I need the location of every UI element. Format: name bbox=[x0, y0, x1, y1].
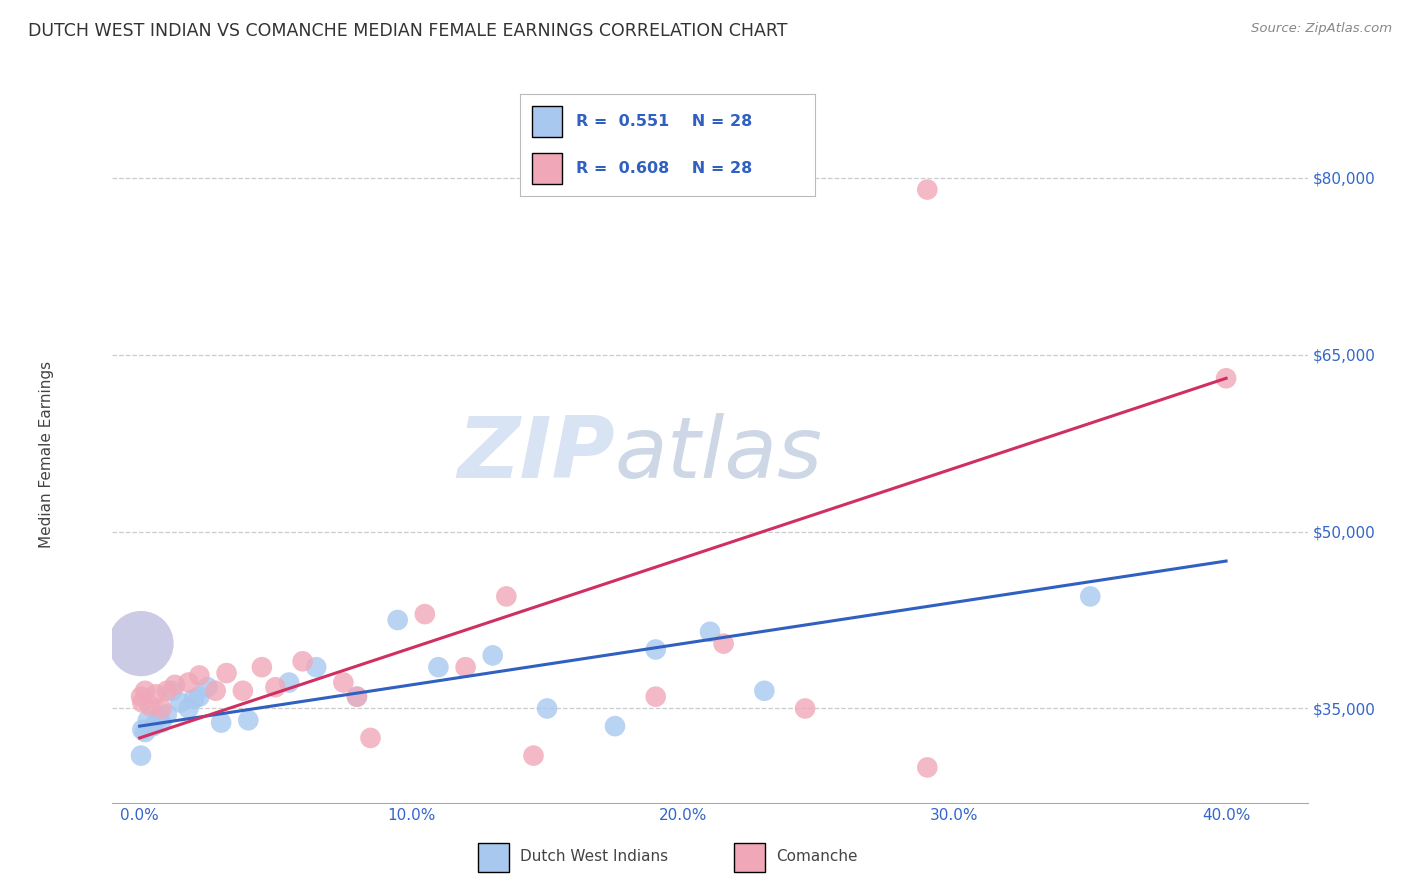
Text: Comanche: Comanche bbox=[776, 849, 858, 863]
Point bbox=[917, 183, 939, 197]
Text: R =  0.608    N = 28: R = 0.608 N = 28 bbox=[576, 161, 752, 176]
Point bbox=[536, 701, 558, 715]
FancyBboxPatch shape bbox=[531, 106, 561, 136]
Point bbox=[156, 707, 179, 722]
Point bbox=[413, 607, 436, 621]
Point bbox=[1078, 590, 1101, 604]
Point bbox=[209, 715, 232, 730]
Point bbox=[332, 675, 354, 690]
Point bbox=[387, 613, 409, 627]
Point bbox=[129, 637, 152, 651]
Text: R =  0.551    N = 28: R = 0.551 N = 28 bbox=[576, 114, 752, 128]
Point bbox=[215, 666, 238, 681]
Point bbox=[250, 660, 273, 674]
Point bbox=[150, 701, 173, 715]
Point bbox=[139, 699, 162, 714]
Point bbox=[522, 748, 544, 763]
Point bbox=[291, 654, 314, 668]
Point bbox=[134, 683, 156, 698]
Point bbox=[360, 731, 382, 745]
Point bbox=[129, 690, 152, 704]
Point bbox=[136, 713, 159, 727]
Point bbox=[148, 711, 170, 725]
Point bbox=[278, 675, 301, 690]
Point bbox=[142, 719, 165, 733]
Point bbox=[169, 696, 191, 710]
Point bbox=[188, 668, 211, 682]
Point bbox=[305, 660, 328, 674]
Point bbox=[197, 680, 219, 694]
Point bbox=[495, 590, 517, 604]
Point bbox=[794, 701, 817, 715]
Point bbox=[145, 687, 167, 701]
Point bbox=[644, 642, 666, 657]
Point bbox=[134, 725, 156, 739]
Text: Median Female Earnings: Median Female Earnings bbox=[39, 361, 55, 549]
Point bbox=[150, 715, 173, 730]
Point bbox=[264, 680, 287, 694]
Point bbox=[232, 683, 254, 698]
Text: DUTCH WEST INDIAN VS COMANCHE MEDIAN FEMALE EARNINGS CORRELATION CHART: DUTCH WEST INDIAN VS COMANCHE MEDIAN FEM… bbox=[28, 22, 787, 40]
Point bbox=[156, 683, 179, 698]
Text: ZIP: ZIP bbox=[457, 413, 614, 497]
Point bbox=[346, 690, 368, 704]
Point bbox=[131, 696, 153, 710]
Point bbox=[713, 637, 735, 651]
FancyBboxPatch shape bbox=[734, 843, 765, 872]
Point bbox=[131, 723, 153, 737]
Point bbox=[917, 760, 939, 774]
Point bbox=[699, 624, 721, 639]
Point bbox=[603, 719, 626, 733]
Text: Dutch West Indians: Dutch West Indians bbox=[520, 849, 668, 863]
Point bbox=[454, 660, 477, 674]
Point bbox=[1215, 371, 1237, 385]
Point bbox=[238, 713, 260, 727]
Text: Source: ZipAtlas.com: Source: ZipAtlas.com bbox=[1251, 22, 1392, 36]
Point bbox=[644, 690, 666, 704]
Point bbox=[346, 690, 368, 704]
Point bbox=[177, 701, 200, 715]
Point bbox=[204, 683, 226, 698]
Point bbox=[162, 683, 183, 698]
Point bbox=[188, 690, 211, 704]
Point bbox=[481, 648, 503, 663]
Point bbox=[129, 748, 152, 763]
Point bbox=[129, 637, 152, 651]
Point bbox=[754, 683, 776, 698]
Text: atlas: atlas bbox=[614, 413, 823, 497]
Point bbox=[427, 660, 450, 674]
Point bbox=[183, 692, 205, 706]
FancyBboxPatch shape bbox=[531, 153, 561, 184]
FancyBboxPatch shape bbox=[478, 843, 509, 872]
Point bbox=[177, 675, 200, 690]
Point bbox=[163, 678, 186, 692]
